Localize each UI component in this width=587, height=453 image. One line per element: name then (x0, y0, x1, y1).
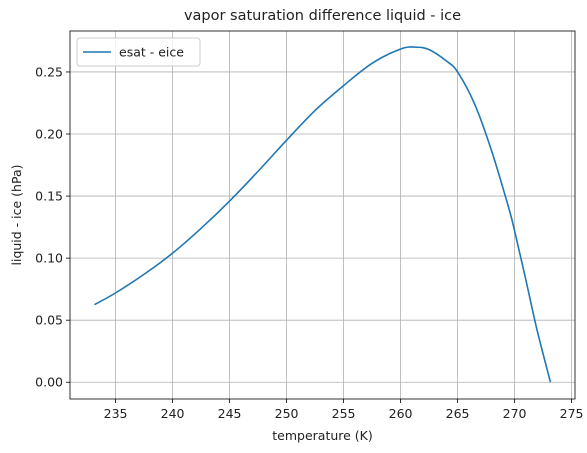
series-line-esat-eice (94, 46, 552, 383)
x-tick-label: 245 (218, 406, 242, 421)
y-tick-label: 0.25 (35, 64, 63, 79)
chart-title: vapor saturation difference liquid - ice (184, 8, 461, 24)
x-axis-label: temperature (K) (272, 428, 373, 443)
x-tick-label: 265 (446, 406, 470, 421)
legend-box (76, 37, 201, 67)
x-tick-label: 275 (560, 406, 584, 421)
x-tick-label: 250 (275, 406, 299, 421)
grid (70, 31, 575, 399)
y-tick-label: 0.00 (35, 375, 63, 390)
x-tick-label: 240 (161, 406, 185, 421)
y-tick-label: 0.05 (35, 313, 63, 328)
x-tick-label: 270 (503, 406, 527, 421)
x-tick-label: 255 (332, 406, 356, 421)
plot-area-frame (69, 30, 576, 400)
y-tick-label: 0.20 (35, 127, 63, 142)
y-tick-label: 0.15 (35, 189, 63, 204)
y-tick-label: 0.10 (35, 251, 63, 266)
x-tick-label: 260 (389, 406, 413, 421)
ticks: 235 240 245 250 255 260 265 270 275 0.00 0.05 0.10 0… (35, 64, 583, 421)
legend: esat - eice (76, 37, 201, 67)
x-tick-label: 235 (104, 406, 128, 421)
y-axis-label: liquid - ice (hPa) (9, 165, 24, 266)
legend-label-esat-eice: esat - eice (119, 45, 184, 60)
series-layer (94, 46, 552, 383)
